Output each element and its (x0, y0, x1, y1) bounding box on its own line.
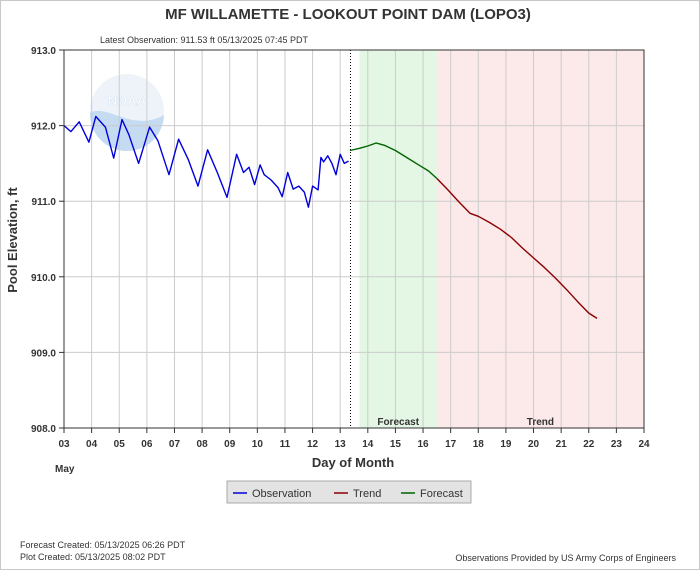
legend-observation-label: Observation (252, 488, 311, 500)
x-tick-label: 14 (362, 439, 374, 450)
forecast-created-text: Forecast Created: 05/13/2025 06:26 PDT (20, 540, 186, 550)
y-axis-label: Pool Elevation, ft (5, 187, 20, 293)
legend-box (226, 480, 472, 504)
x-tick-label: 04 (86, 439, 98, 450)
chart-series (63, 115, 598, 319)
series-line-observation (63, 115, 349, 208)
month-label: May (55, 464, 75, 475)
region-label-forecast: Forecast (377, 417, 419, 428)
chart-region-labels: Forecast Trend (377, 417, 554, 428)
x-tick-label: 08 (197, 439, 209, 450)
y-tick-label: 909.0 (31, 348, 56, 359)
x-tick-label: 13 (335, 439, 347, 450)
plot-created-text: Plot Created: 05/13/2025 08:02 PDT (20, 552, 166, 562)
series-line-trend (436, 178, 598, 319)
x-tick-label: 06 (141, 439, 153, 450)
x-tick-label: 22 (583, 439, 595, 450)
y-tick-label: 913.0 (31, 46, 56, 57)
x-tick-label: 19 (500, 439, 512, 450)
x-tick-label: 15 (390, 439, 402, 450)
x-tick-label: 09 (224, 439, 236, 450)
chart-legend: Observation Trend Forecast (226, 480, 472, 504)
noaa-logo-text: NOAA (108, 93, 147, 108)
x-tick-label: 24 (638, 439, 650, 450)
series-line-forecast (349, 142, 438, 180)
y-tick-label: 908.0 (31, 424, 56, 435)
x-axis-label: Day of Month (312, 455, 394, 470)
x-tick-label: 17 (445, 439, 457, 450)
x-tick-label: 03 (58, 439, 70, 450)
data-credit-text: Observations Provided by US Army Corps o… (455, 553, 676, 563)
x-tick-label: 11 (280, 439, 291, 450)
x-tick-label: 20 (528, 439, 540, 450)
x-tick-label: 12 (307, 439, 319, 450)
y-tick-label: 912.0 (31, 122, 56, 133)
chart-title: MF WILLAMETTE - LOOKOUT POINT DAM (LOPO3… (165, 6, 531, 23)
legend-forecast-label: Forecast (420, 488, 463, 500)
x-tick-label: 18 (473, 439, 485, 450)
chart-regions (359, 50, 644, 428)
plot-border (63, 49, 645, 429)
y-tick-label: 911.0 (32, 197, 57, 208)
legend-trend-label: Trend (353, 488, 381, 500)
x-tick-label: 16 (417, 439, 429, 450)
x-tick-label: 05 (114, 439, 126, 450)
x-tick-label: 07 (169, 439, 181, 450)
chart-subtitle: Latest Observation: 911.53 ft 05/13/2025… (100, 35, 308, 45)
y-tick-label: 910.0 (31, 273, 56, 284)
region-forecast (359, 50, 437, 428)
x-tick-label: 21 (556, 439, 568, 450)
region-label-trend: Trend (527, 417, 554, 428)
noaa-logo-watermark: NOAA (89, 74, 164, 151)
chart-axes: 03 04 05 06 07 08 09 10 11 12 13 14 15 16 17 18 19 20 21 22… (31, 46, 650, 450)
region-trend (436, 50, 644, 428)
x-tick-label: 10 (252, 439, 264, 450)
x-tick-label: 23 (611, 439, 623, 450)
